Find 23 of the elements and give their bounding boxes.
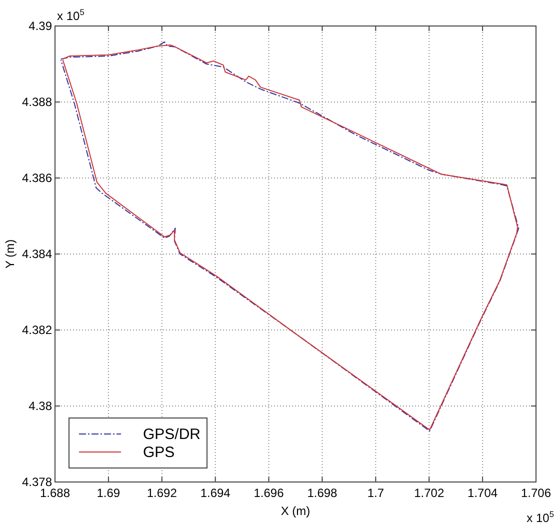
y-tick-label: 4.386 [22, 171, 52, 185]
text: x 10$^{5}$ [57, 7, 85, 23]
y-tick-label: 4.388 [22, 95, 52, 109]
x-tick-label: 1.688 [40, 486, 70, 500]
y-tick-label: 4.384 [22, 247, 52, 261]
x-tick-label: 1.694 [200, 486, 231, 500]
x-tick-label: 1.706 [520, 486, 552, 500]
y-axis-title: Y (m) [3, 239, 17, 269]
x-tick-label: 1.698 [307, 486, 338, 500]
y-tick-label: 4.38 [28, 399, 52, 413]
x-tick-label: 1.692 [146, 486, 178, 500]
x-tick-label: 1.7 [367, 486, 384, 500]
y-tick-label: 4.382 [22, 323, 52, 337]
y-tick-label: 4.378 [22, 475, 52, 489]
x-axis-title: X (m) [280, 504, 310, 518]
x-tick-label: 1.696 [254, 486, 284, 500]
legend-label: GPS/DR [143, 426, 201, 443]
x-tick-label: 1.69 [96, 486, 120, 500]
y-tick-label: 4.39 [28, 19, 52, 33]
text: x 10$^{5}$ [526, 509, 554, 525]
x-tick-label: 1.704 [468, 486, 498, 500]
legend-label: GPS [143, 444, 175, 461]
x-tick-label: 1.702 [414, 486, 444, 500]
